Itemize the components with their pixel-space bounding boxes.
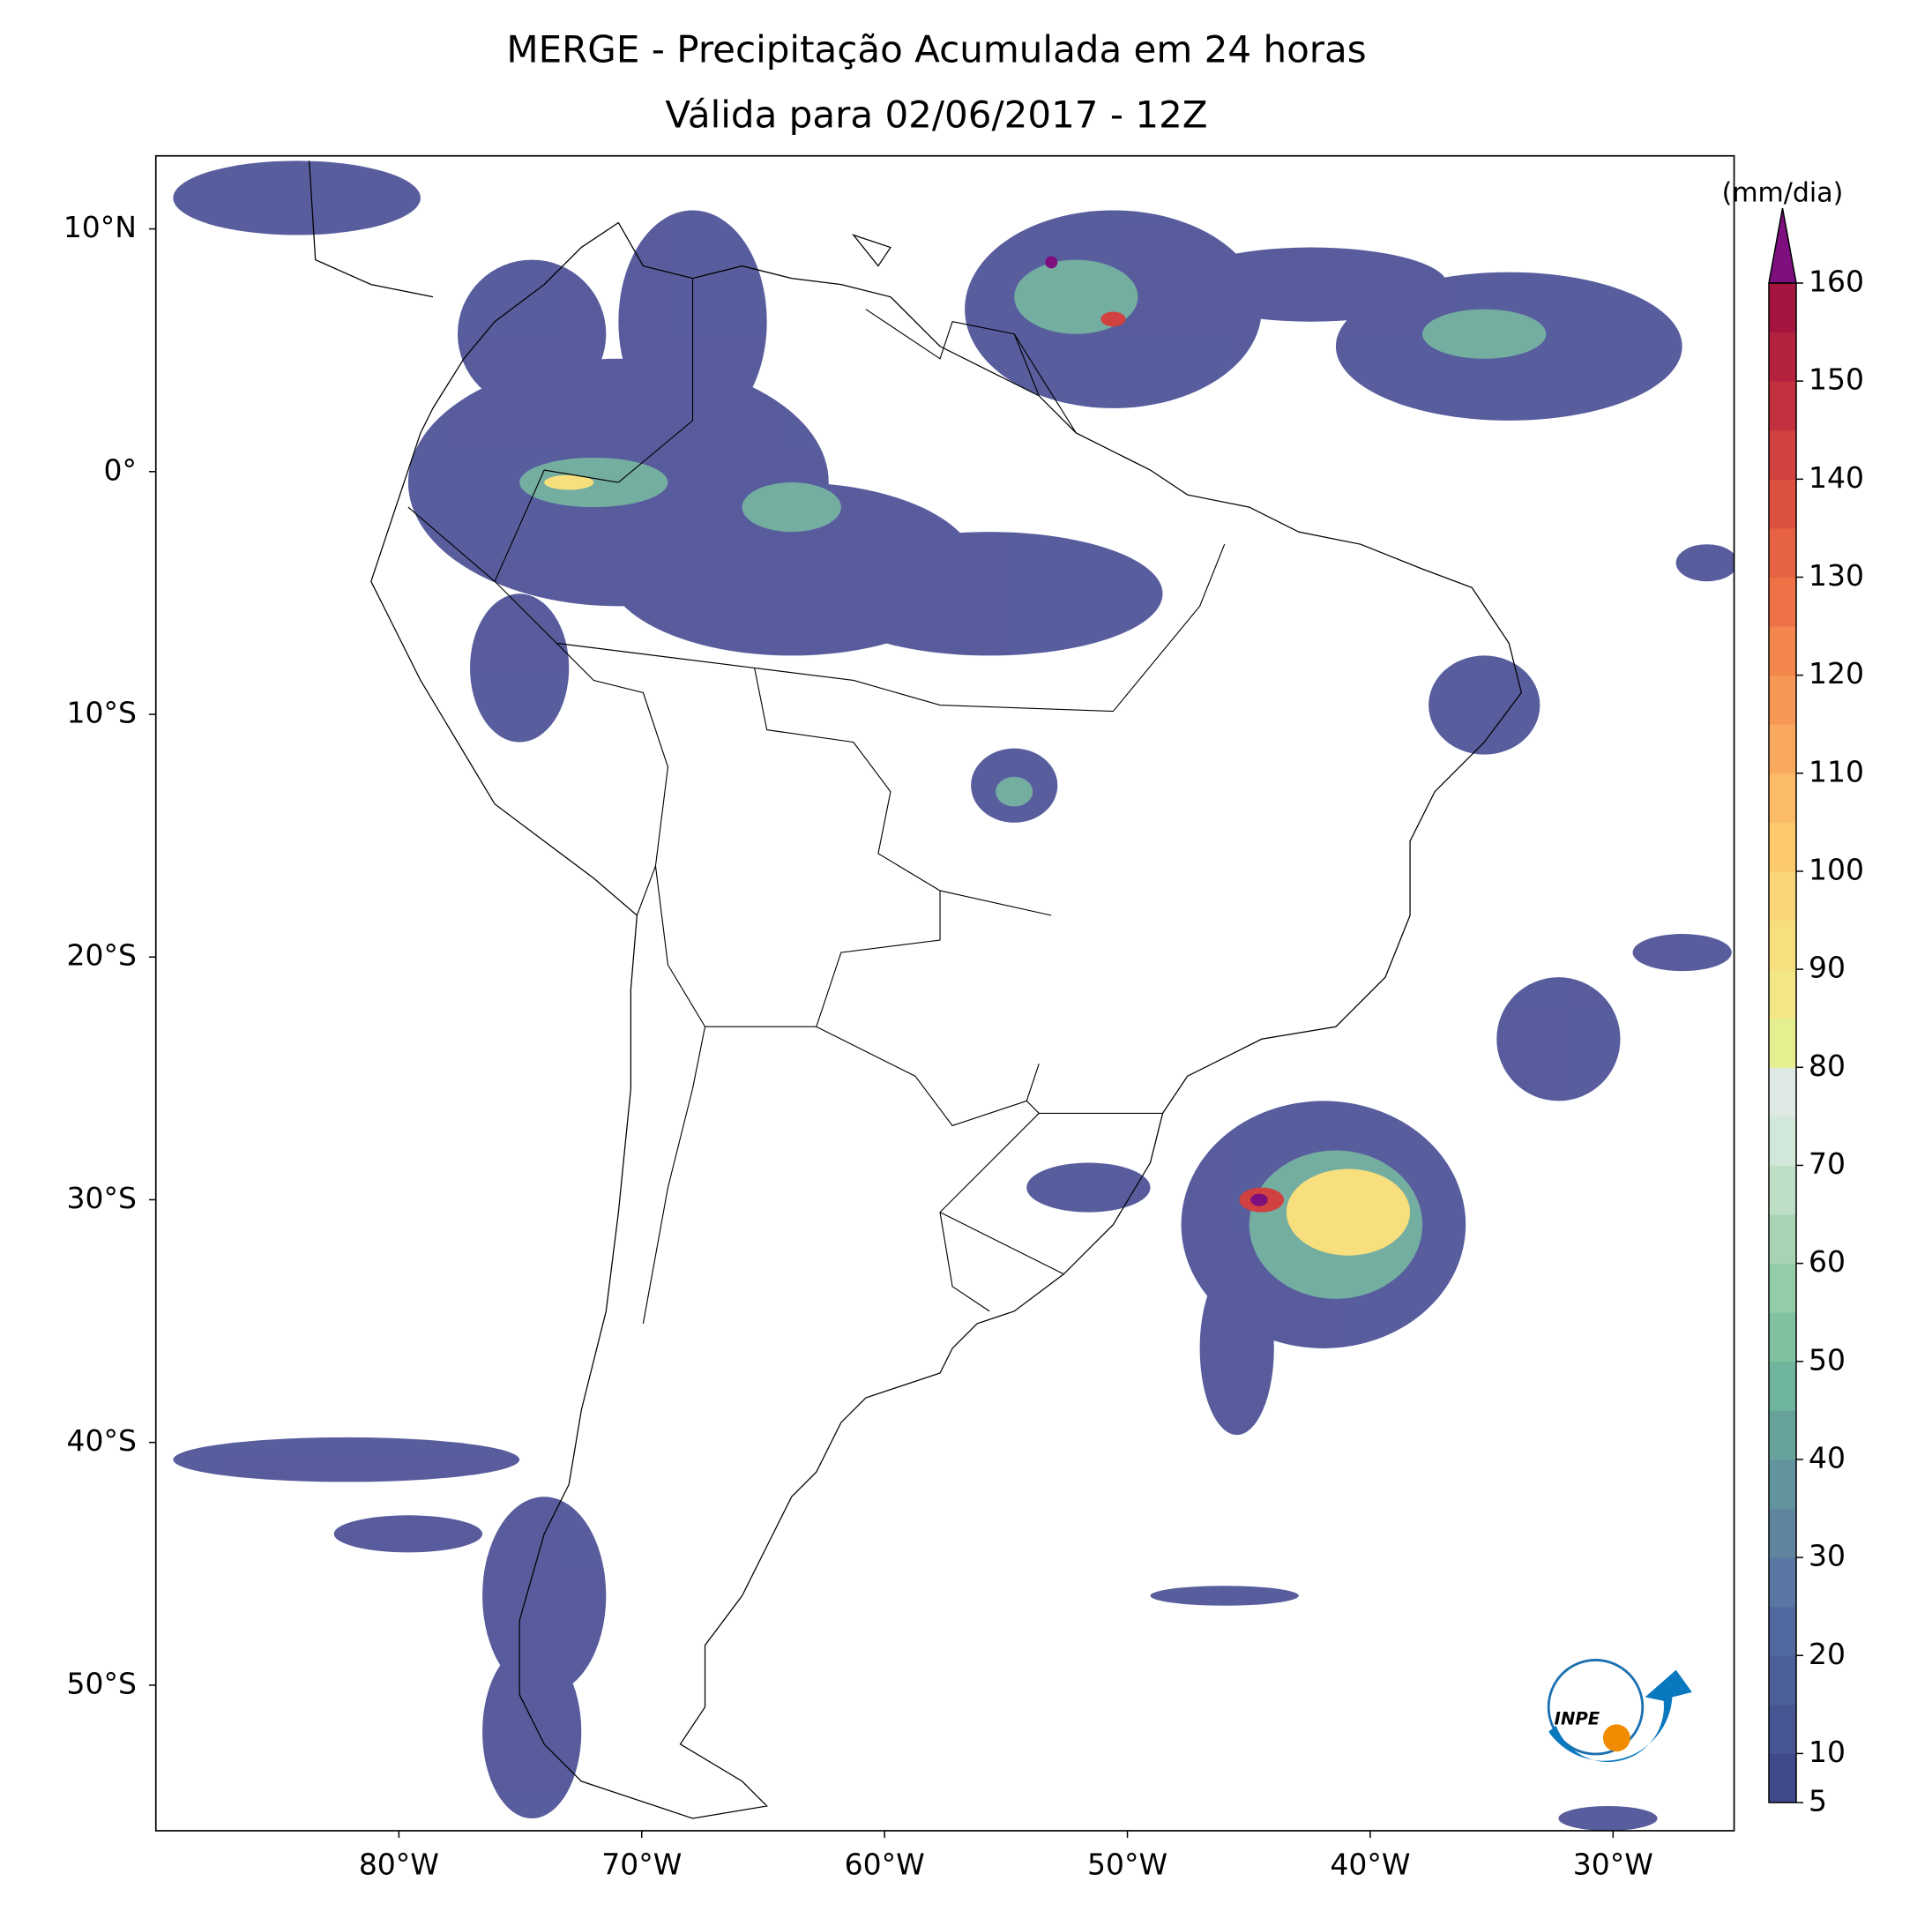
colorbar-segment [1769,1655,1796,1706]
colorbar-segment [1769,822,1796,872]
colorbar-tick-label: 20 [1809,1637,1846,1671]
x-tick-label: 60°W [845,1848,925,1882]
colorbar-segment [1769,332,1796,382]
colorbar-tick-label: 30 [1809,1539,1846,1573]
x-tick-label: 30°W [1573,1848,1653,1882]
colorbar-tick-label: 80 [1809,1049,1846,1083]
colorbar-segment [1769,1753,1796,1803]
colorbar-segment [1769,381,1796,431]
logo: INPE [1547,1659,1692,1763]
colorbar-tick-label: 110 [1809,754,1864,788]
colorbar-segment [1769,1361,1796,1411]
y-tick-label: 40°S [67,1423,137,1458]
colorbar-tick-label: 60 [1809,1244,1846,1279]
precipitation [173,160,1734,1831]
colorbar-segment [1769,1459,1796,1510]
y-tick-label: 30°S [67,1181,137,1215]
colorbar-segment [1769,527,1796,578]
x-tick-label: 50°W [1087,1848,1167,1882]
map-layer: INPE [154,154,1735,1832]
colorbar-segment [1769,1557,1796,1608]
colorbar-tick-label: 40 [1809,1440,1846,1474]
colorbar-tick-label: 120 [1809,656,1864,690]
x-tick-label: 40°W [1330,1848,1410,1882]
subtitle: Válida para 02/06/2017 - 12Z [665,93,1207,137]
colorbar-segment [1769,1116,1796,1166]
x-tick-label: 80°W [359,1848,439,1882]
colorbar-segment [1769,1165,1796,1215]
colorbar-segment [1769,1263,1796,1313]
borders [407,278,1226,1324]
colorbar-segment [1769,870,1796,922]
colorbar-tick-label: 140 [1809,460,1864,495]
colorbar-segment [1769,1606,1796,1656]
colorbar-tick-label: 10 [1809,1735,1846,1769]
x-tick-label: 70°W [601,1848,682,1882]
colorbar-segment [1769,577,1796,627]
colorbar-segment [1769,1704,1796,1754]
y-tick-label: 10°S [67,696,137,730]
y-tick-label: 50°S [67,1666,137,1700]
colorbar-segment [1769,626,1796,676]
y-tick-label: 10°N [63,210,137,244]
colorbar-segment [1769,479,1796,529]
colorbar-frame [1768,282,1797,1803]
colorbar-segment [1769,1067,1796,1117]
y-tick-label: 0° [104,452,138,487]
colorbar-segment [1769,283,1796,333]
colorbar-tick-label: 90 [1809,951,1846,985]
colorbar-segment [1769,1214,1796,1265]
colorbar-tick-label: 130 [1809,558,1864,593]
colorbar-segment [1769,1410,1796,1460]
coastline [309,160,1523,1819]
colorbar-segment [1769,773,1796,823]
colorbar-segment [1769,920,1796,970]
colorbar-segment [1769,675,1796,725]
colorbar-segment [1769,1312,1796,1362]
colorbar-segment [1769,724,1796,774]
colorbar-extend [1768,207,1797,284]
y-tick-label: 20°S [67,938,137,973]
colorbar-segment [1769,1508,1796,1558]
colorbar-label: (mm/dia) [1722,178,1844,209]
colorbar-segment [1769,429,1796,480]
colorbar-segment [1769,969,1796,1019]
map-frame [154,154,1735,1832]
colorbar-segment [1769,1018,1796,1068]
colorbar-tick-label: 100 [1809,852,1864,886]
colorbar-tick-label: 70 [1809,1146,1846,1181]
logo-text: INPE [1555,1708,1600,1728]
colorbar-tick-label: 5 [1809,1784,1827,1818]
colorbar-tick-label: 160 [1809,265,1864,299]
colorbar-tick-label: 150 [1809,362,1864,397]
title: MERGE - Precipitação Acumulada em 24 hor… [506,28,1366,71]
colorbar-tick-label: 50 [1809,1342,1846,1377]
